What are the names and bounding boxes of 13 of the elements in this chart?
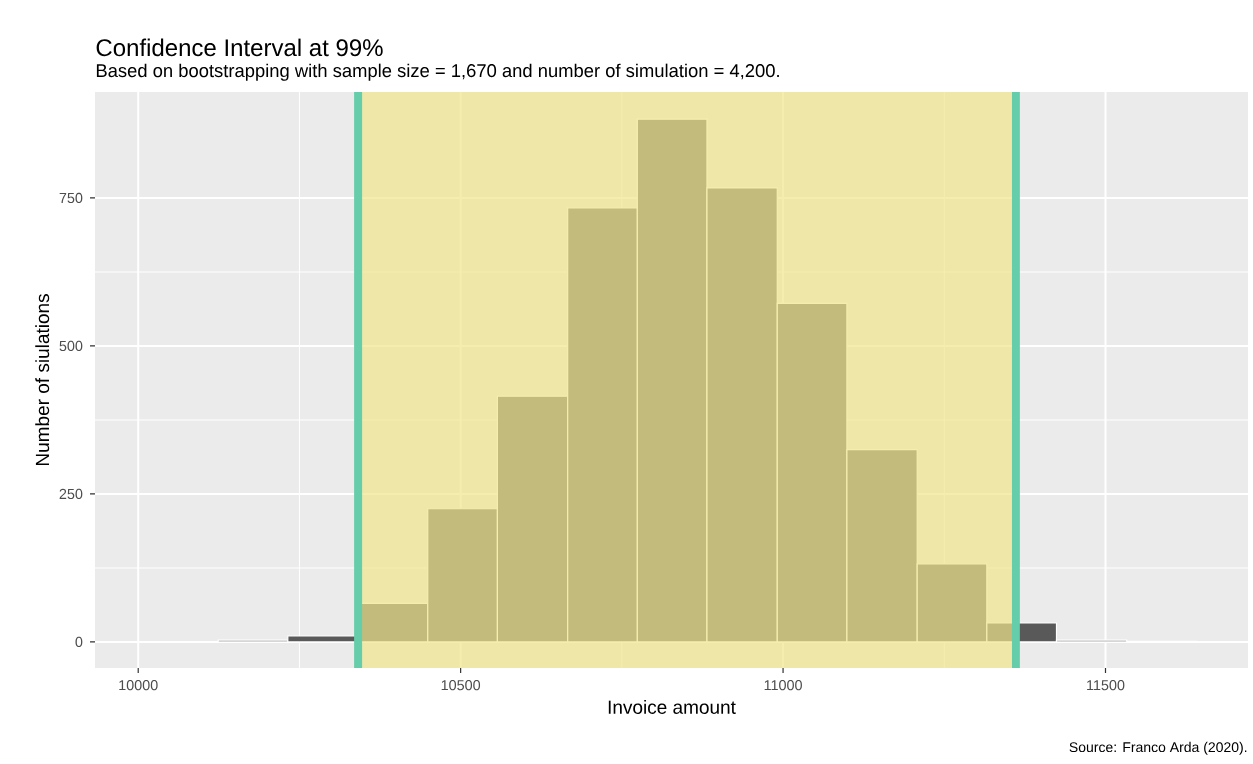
x-axis-title: Invoice amount	[608, 699, 736, 714]
y-axis-title: Number of siulations	[35, 294, 50, 466]
source-note: Source: Franco Arda (2020).	[1069, 741, 1247, 755]
chart-subtitle: Based on bootstrapping with sample size = 1,670 and number of simulation = 4,200.	[96, 63, 779, 81]
y-tick-label: 0	[75, 636, 83, 648]
y-tick-label: 750	[59, 192, 83, 204]
x-tick-label: 11000	[764, 680, 802, 691]
x-tick-label: 11500	[1087, 680, 1125, 691]
chart-title: Confidence Interval at 99%	[96, 38, 383, 57]
y-tick-label: 500	[59, 340, 83, 352]
x-tick-label: 10000	[119, 680, 158, 691]
x-tick-label: 10500	[441, 680, 481, 691]
y-tick-label: 250	[59, 488, 83, 500]
